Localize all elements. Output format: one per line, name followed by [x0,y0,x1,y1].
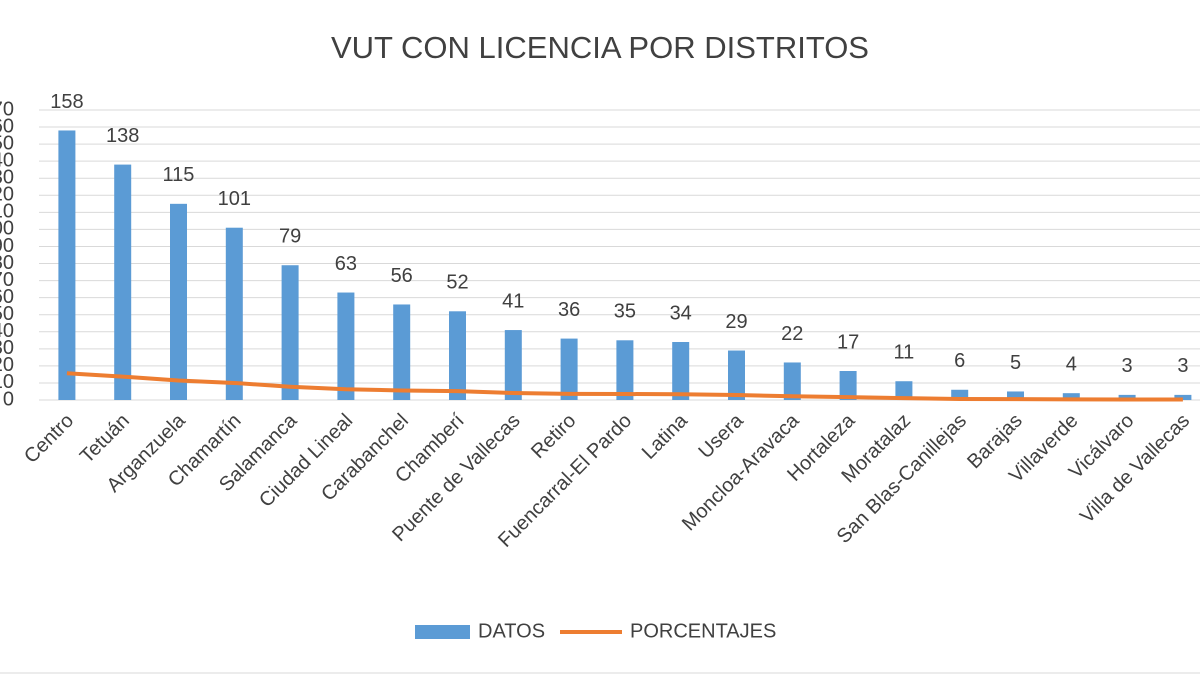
bar [393,304,411,400]
bar [672,342,690,400]
data-label: 52 [446,272,468,294]
data-label: 5 [1010,352,1021,374]
data-label: 101 [218,188,251,210]
x-tick-label: Latina [638,409,693,464]
y-tick-label: 50 [0,303,14,325]
y-tick-label: 20 [0,354,14,376]
data-label: 3 [1122,355,1133,377]
x-tick-label: Retiro [527,410,580,463]
y-tick-label: 10 [0,371,14,393]
y-tick-label: 160 [0,115,14,137]
bar [783,362,801,400]
chart-title: VUT CON LICENCIA POR DISTRITOS [331,30,869,65]
x-tick-label: Usera [694,409,748,463]
data-label: 158 [50,91,83,113]
line [66,371,1183,402]
legend-label: DATOS [478,620,545,642]
data-label: 4 [1066,353,1077,375]
bar [951,389,969,400]
bar [1118,394,1136,400]
y-tick-label: 130 [0,167,14,189]
y-tick-label: 30 [0,337,14,359]
data-label: 11 [894,342,915,364]
bar [560,338,578,400]
bar [839,371,857,400]
y-tick-label: 80 [0,252,14,274]
data-label: 56 [391,265,413,287]
data-label: 41 [502,290,524,312]
y-tick-label: 140 [0,149,14,171]
y-tick-label: 40 [0,320,14,342]
data-label: 115 [163,164,195,186]
data-label: 29 [725,311,747,333]
bar [895,381,913,400]
y-tick-label: 120 [0,184,14,206]
data-label: 3 [1177,355,1188,377]
data-label: 36 [558,299,580,321]
data-label: 35 [614,301,636,323]
bar [1174,394,1192,400]
bar [281,265,299,400]
bar [170,203,187,400]
data-label: 63 [335,253,357,275]
bar [1062,393,1080,400]
bar [114,164,132,400]
y-tick-label: 100 [0,218,14,240]
bar [1007,391,1024,400]
y-tick-label: 110 [0,201,14,223]
bar [449,311,466,400]
legend-swatch [415,625,470,639]
data-label: 6 [954,350,965,372]
x-tick-label: Centro [20,410,78,468]
bar [728,350,745,400]
y-tick-label: 170 [0,98,14,120]
data-label: 138 [106,125,139,147]
y-tick-label: 0 [3,388,14,410]
y-tick-label: 150 [0,132,14,154]
data-label: 34 [670,302,692,324]
y-tick-label: 60 [0,286,14,308]
bar [225,227,243,400]
legend-label: PORCENTAJES [630,620,776,642]
bar [58,130,76,400]
data-label: 22 [781,323,803,345]
data-label: 17 [837,331,859,353]
y-tick-label: 90 [0,235,14,257]
bar [337,292,355,400]
bar [616,340,634,400]
bar [504,330,522,400]
data-label: 79 [279,226,301,248]
y-tick-label: 70 [0,269,14,291]
